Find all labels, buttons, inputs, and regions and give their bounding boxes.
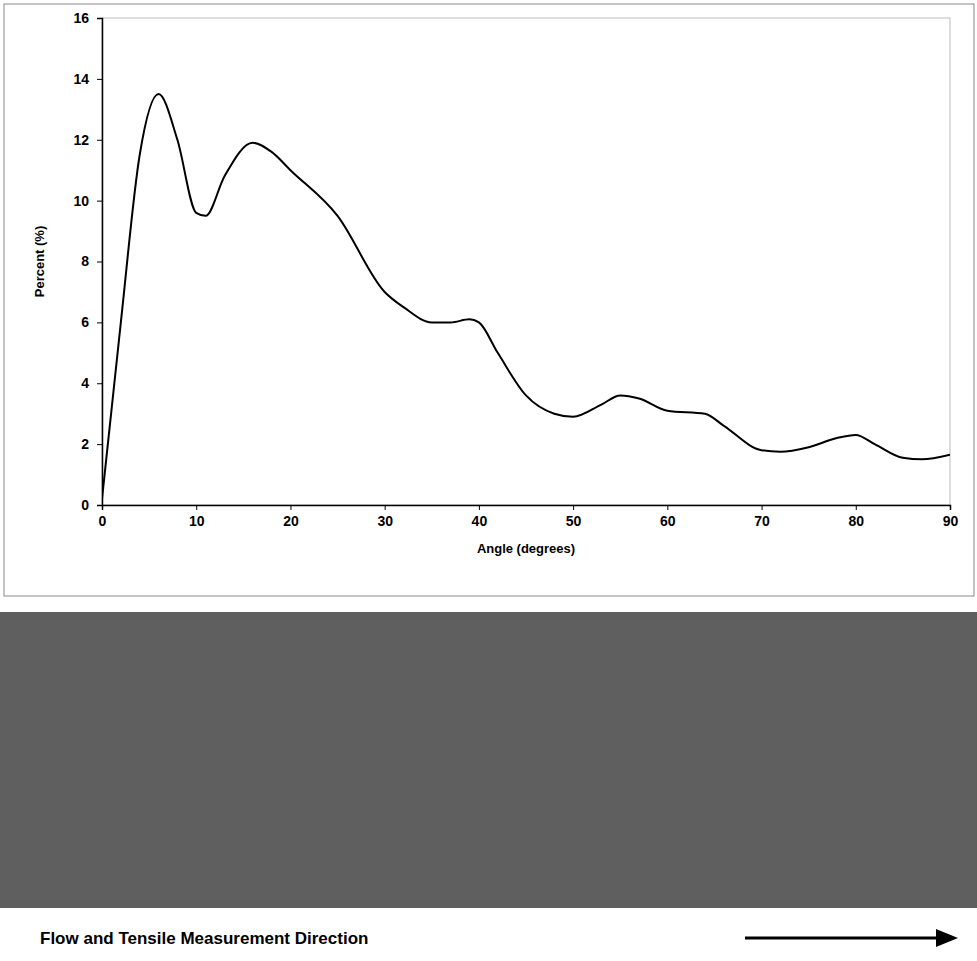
y-tick-mark <box>97 140 102 141</box>
direction-arrow-head <box>936 929 958 947</box>
x-axis: 0 10 20 30 40 50 60 70 80 90 <box>99 505 959 529</box>
y-tick-mark <box>97 322 102 323</box>
x-tick: 70 <box>754 505 770 529</box>
x-tick-label: 20 <box>283 513 299 529</box>
x-tick-mark <box>573 505 574 510</box>
micrograph <box>0 612 977 908</box>
x-tick-label: 30 <box>377 513 393 529</box>
y-tick: 8 <box>81 253 102 269</box>
plot-area <box>102 94 950 499</box>
x-tick: 90 <box>943 505 959 529</box>
y-tick-label: 14 <box>73 71 89 87</box>
y-tick-label: 16 <box>73 10 89 26</box>
y-tick-label: 8 <box>81 253 89 269</box>
x-tick: 0 <box>99 505 107 529</box>
x-axis-line <box>103 506 951 511</box>
y-tick-label: 0 <box>81 497 89 513</box>
caption: Flow and Tensile Measurement Direction <box>40 929 368 948</box>
y-tick-mark <box>97 18 102 19</box>
y-tick: 4 <box>81 375 102 391</box>
y-tick: 2 <box>81 436 102 452</box>
y-tick-label: 12 <box>73 132 89 148</box>
y-tick: 10 <box>73 193 102 209</box>
x-tick-mark <box>856 505 857 510</box>
x-tick-mark <box>290 505 291 510</box>
x-axis-title: Angle (degrees) <box>477 541 575 556</box>
x-tick-label: 10 <box>189 513 205 529</box>
plot-frame <box>102 18 950 505</box>
x-tick-mark <box>762 505 763 510</box>
y-axis-line <box>97 19 103 506</box>
x-tick-label: 60 <box>660 513 676 529</box>
chart-panel <box>4 4 974 596</box>
y-axis-title: Percent (%) <box>32 226 47 298</box>
y-tick: 6 <box>81 314 102 330</box>
x-tick-mark <box>950 505 951 510</box>
x-tick-mark <box>667 505 668 510</box>
x-tick-mark <box>479 505 480 510</box>
x-tick-mark <box>385 505 386 510</box>
y-axis: 0 2 4 6 8 10 12 14 16 <box>73 10 102 513</box>
x-tick-label: 0 <box>99 513 107 529</box>
x-tick: 10 <box>189 505 205 529</box>
figure: 0 10 20 30 40 50 60 70 80 90 0 2 4 6 8 10 12 14 16 Angle (d… <box>0 0 977 961</box>
x-tick-label: 50 <box>566 513 582 529</box>
x-tick: 20 <box>283 505 299 529</box>
x-tick: 30 <box>377 505 393 529</box>
y-tick-label: 2 <box>81 436 89 452</box>
x-tick-mark <box>196 505 197 510</box>
y-tick-mark <box>97 505 102 506</box>
x-tick: 80 <box>848 505 864 529</box>
y-tick: 14 <box>73 71 102 87</box>
y-tick-mark <box>97 383 102 384</box>
x-tick-label: 70 <box>754 513 770 529</box>
y-tick-mark <box>97 201 102 202</box>
x-tick: 40 <box>472 505 488 529</box>
y-tick-mark <box>97 79 102 80</box>
y-tick-mark <box>97 262 102 263</box>
y-tick: 0 <box>81 497 102 513</box>
distribution-line <box>102 94 950 499</box>
y-tick-label: 6 <box>81 314 89 330</box>
y-tick: 12 <box>73 132 102 148</box>
y-tick-mark <box>97 444 102 445</box>
y-tick: 16 <box>73 10 102 26</box>
y-tick-label: 10 <box>73 193 89 209</box>
x-tick-label: 40 <box>472 513 488 529</box>
x-tick: 60 <box>660 505 676 529</box>
x-tick-label: 80 <box>848 513 864 529</box>
x-tick-label: 90 <box>943 513 959 529</box>
direction-arrow-shaft <box>745 937 940 940</box>
y-tick-label: 4 <box>81 375 89 391</box>
x-tick: 50 <box>566 505 582 529</box>
